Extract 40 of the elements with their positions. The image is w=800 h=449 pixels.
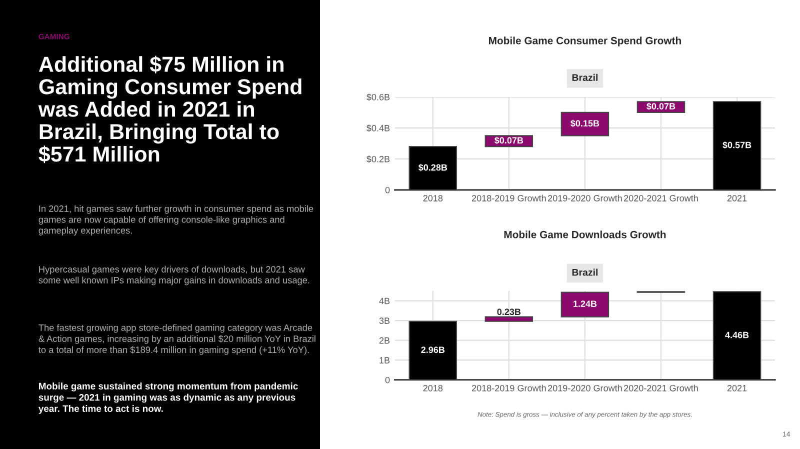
data-label: $0.07B bbox=[494, 136, 524, 144]
y-tick-label: 1B bbox=[380, 357, 390, 364]
data-label: $0.15B bbox=[570, 120, 600, 128]
text: Additional $75 Million in Gaming Consumer Spend was Added in 2021 in Brazil, Bringing Total to $571 Million bbox=[38, 56, 302, 164]
text: The fastest growing app store-defined gaming category was Arcade & Action games, increasing by an additional $20 million YoY in Brazil to a total of more than $189.4 million in gaming spend (+11% YoY). bbox=[38, 324, 316, 355]
x-tick-label: 2020-2021 Growth bbox=[624, 194, 698, 202]
y-tick-label: 0 bbox=[385, 376, 390, 384]
y-tick-label: 3B bbox=[379, 318, 390, 324]
chart-title: Mobile Game Consumer Spend Growth bbox=[489, 36, 681, 46]
bar bbox=[484, 316, 534, 322]
data-label: $0.57B bbox=[722, 141, 752, 149]
x-tick-label: 2018-2019 Growth bbox=[472, 384, 546, 392]
data-label: 2.96B bbox=[421, 346, 445, 354]
text: Brazil bbox=[572, 74, 598, 82]
text: Brazil bbox=[572, 268, 598, 276]
data-label: $0.07B bbox=[646, 102, 676, 110]
x-tick-label: 2021 bbox=[727, 384, 747, 392]
x-tick-label: 2018 bbox=[423, 195, 443, 202]
x-tick-label: 2019-2020 Growth bbox=[548, 384, 622, 392]
x-tick-label: 2021 bbox=[727, 195, 747, 202]
text: Hypercasual games were key drivers of downloads, but 2021 saw some well known IPs making major gains in downloads and usage. bbox=[38, 266, 310, 286]
text: Mobile game sustained strong momentum from pandemic surge — 2021 in gaming was as dynamic as any previous year. The time to act is now. bbox=[38, 382, 298, 414]
x-tick-label: 2019-2020 Growth bbox=[548, 194, 622, 202]
y-tick-label: $0.2B bbox=[366, 156, 390, 163]
x-tick-label: 2020-2021 Growth bbox=[624, 384, 698, 392]
data-label: $0.28B bbox=[418, 164, 448, 172]
data-label: 1.24B bbox=[573, 300, 597, 307]
y-tick-label: $0.6B bbox=[366, 94, 390, 101]
y-tick-label: $0.4B bbox=[366, 124, 390, 132]
x-tick-label: 2018-2019 Growth bbox=[472, 194, 546, 202]
chart-title: Mobile Game Downloads Growth bbox=[504, 230, 666, 238]
y-tick-label: 2B bbox=[379, 337, 390, 344]
y-tick-label: 4B bbox=[379, 298, 390, 304]
y-tick-label: 0 bbox=[385, 186, 390, 194]
x-tick-label: 2018 bbox=[423, 384, 443, 392]
data-label: 0.23B bbox=[497, 308, 521, 316]
text: In 2021, hit games saw further growth in consumer spend as mobile games are now capable of offering console-like graphics and gameplay experiences. bbox=[38, 205, 314, 236]
data-label: 4.46B bbox=[725, 332, 749, 338]
bar bbox=[560, 112, 610, 136]
bar bbox=[560, 292, 610, 318]
